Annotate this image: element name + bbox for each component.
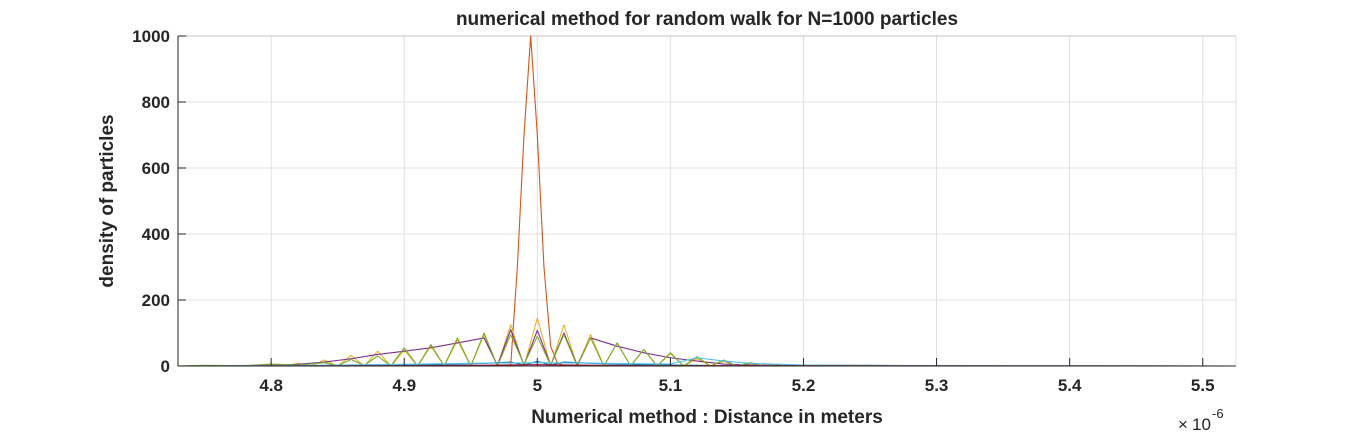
y-tick-label: 0	[161, 357, 170, 376]
chart-title: numerical method for random walk for N=1…	[456, 9, 958, 30]
y-tick-label: 800	[142, 93, 170, 112]
x-axis-label: Numerical method : Distance in meters	[531, 407, 883, 428]
x-tick-label: 5.4	[1058, 376, 1082, 395]
x-tick-label: 4.9	[392, 376, 416, 395]
x-exponent-prefix: ×	[1178, 415, 1188, 433]
axes-background	[178, 36, 1236, 366]
x-tick-label: 4.8	[259, 376, 283, 395]
axis-ticks	[178, 35, 1204, 367]
x-tick-label: 5.5	[1191, 376, 1215, 395]
series-line-6	[177, 357, 1237, 367]
y-tick-label: 400	[142, 225, 170, 244]
tick-labels: 4.8 4.9 5 5.1 5.2 5.3 5.4 5.5 0 200 400 600 800 1000	[132, 27, 1214, 395]
series-line-5	[177, 332, 1236, 367]
x-exponent-label: × 10 -6	[1178, 406, 1224, 433]
x-exponent-base: 10	[1192, 415, 1211, 433]
x-exponent-power: -6	[1212, 406, 1224, 421]
y-tick-label: 200	[142, 291, 170, 310]
y-tick-label: 1000	[132, 27, 170, 46]
y-axis-label: density of particles	[97, 114, 118, 287]
x-tick-label: 5.1	[659, 376, 683, 395]
x-tick-label: 5	[533, 376, 542, 395]
x-tick-label: 5.2	[792, 376, 816, 395]
x-tick-label: 5.3	[925, 376, 949, 395]
y-tick-label: 600	[142, 159, 170, 178]
